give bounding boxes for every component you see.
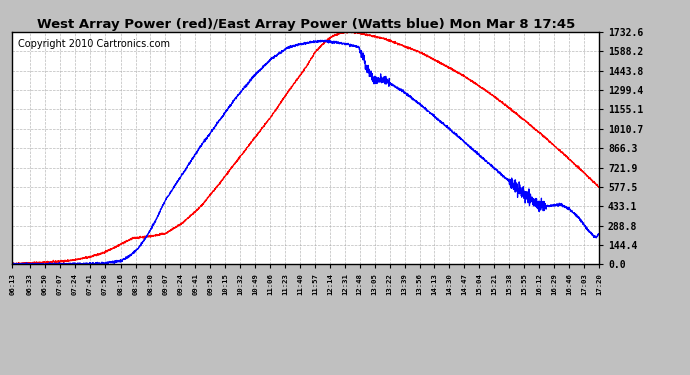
Title: West Array Power (red)/East Array Power (Watts blue) Mon Mar 8 17:45: West Array Power (red)/East Array Power … <box>37 18 575 31</box>
Text: Copyright 2010 Cartronics.com: Copyright 2010 Cartronics.com <box>18 39 170 49</box>
